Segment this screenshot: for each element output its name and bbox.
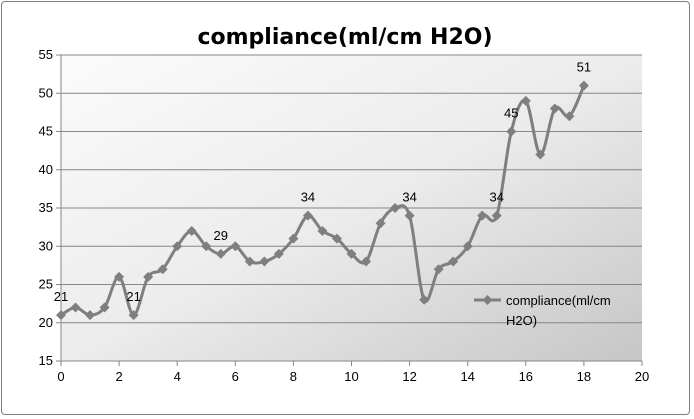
- data-point: [375, 218, 386, 229]
- legend: compliance(ml/cm H2O): [474, 293, 611, 328]
- data-label: 21: [126, 289, 140, 304]
- data-point: [172, 241, 183, 252]
- data-point: [157, 264, 168, 275]
- x-tick-label: 2: [115, 369, 122, 384]
- data-point: [390, 203, 401, 213]
- x-tick-label: 0: [57, 369, 64, 384]
- data-point: [317, 225, 328, 236]
- data-point: [549, 103, 560, 114]
- x-tick-label: 12: [402, 369, 416, 384]
- data-point: [288, 233, 299, 244]
- data-point: [259, 256, 270, 267]
- data-label: 45: [504, 106, 518, 121]
- data-point: [230, 241, 241, 252]
- x-tick-label: 14: [460, 369, 474, 384]
- x-tick-label: 8: [290, 369, 297, 384]
- data-point: [491, 210, 502, 221]
- data-point: [244, 256, 255, 267]
- y-tick-label: 15: [39, 353, 53, 368]
- x-tick-label: 18: [577, 369, 591, 384]
- x-tick-label: 4: [174, 369, 181, 384]
- y-tick-label: 50: [39, 85, 53, 100]
- x-tick-label: 16: [519, 369, 533, 384]
- data-label: 51: [577, 60, 591, 75]
- data-point: [273, 248, 284, 259]
- y-tick-label: 20: [39, 315, 53, 330]
- data-point: [143, 271, 154, 282]
- data-point: [535, 149, 546, 160]
- legend-marker: [482, 295, 493, 305]
- chart-title: compliance(ml/cm H2O): [197, 25, 492, 50]
- data-point: [99, 302, 110, 313]
- data-point: [361, 256, 372, 267]
- data-point: [578, 80, 589, 91]
- data-point: [448, 256, 459, 267]
- data-point: [128, 310, 139, 321]
- data-point: [433, 264, 444, 275]
- data-point: [70, 302, 81, 313]
- legend-label: compliance(ml/cm: [506, 293, 611, 308]
- data-point: [520, 95, 531, 106]
- y-tick-label: 35: [39, 200, 53, 215]
- y-tick-label: 30: [39, 238, 53, 253]
- series-group: [56, 80, 589, 321]
- data-label: 29: [214, 228, 228, 243]
- data-label: 34: [490, 190, 504, 205]
- data-point: [85, 310, 96, 321]
- data-point: [564, 111, 575, 122]
- y-tick-label: 25: [39, 277, 53, 292]
- data-point: [404, 210, 415, 221]
- data-label: 34: [402, 190, 416, 205]
- data-point: [114, 271, 125, 282]
- data-point: [302, 210, 313, 221]
- gridlines: [61, 54, 642, 324]
- data-point: [215, 248, 226, 259]
- x-tick-label: 6: [232, 369, 239, 384]
- legend-label: H2O): [506, 313, 537, 328]
- data-label: 34: [301, 190, 315, 205]
- data-point: [56, 310, 66, 321]
- data-point: [477, 210, 488, 221]
- data-point: [331, 233, 342, 244]
- y-tick-label: 40: [39, 162, 53, 177]
- x-tick-label: 20: [635, 369, 649, 384]
- data-point: [462, 241, 473, 252]
- x-tick-label: 10: [344, 369, 358, 384]
- data-point: [346, 248, 357, 259]
- data-label: 21: [54, 289, 68, 304]
- data-point: [506, 126, 517, 137]
- y-tick-label: 45: [39, 124, 53, 139]
- data-point: [201, 241, 212, 252]
- x-axis-ticks: 0 2 4 6 8 10 12 14 16 18 20: [57, 361, 649, 384]
- y-tick-label: 55: [39, 47, 53, 62]
- data-point: [419, 294, 430, 305]
- y-axis-ticks: 15 20 25 30 35 40 45 50 55: [39, 47, 61, 368]
- data-labels: 21 21 29 34 34 34 45 51: [54, 60, 591, 305]
- data-point: [186, 225, 197, 236]
